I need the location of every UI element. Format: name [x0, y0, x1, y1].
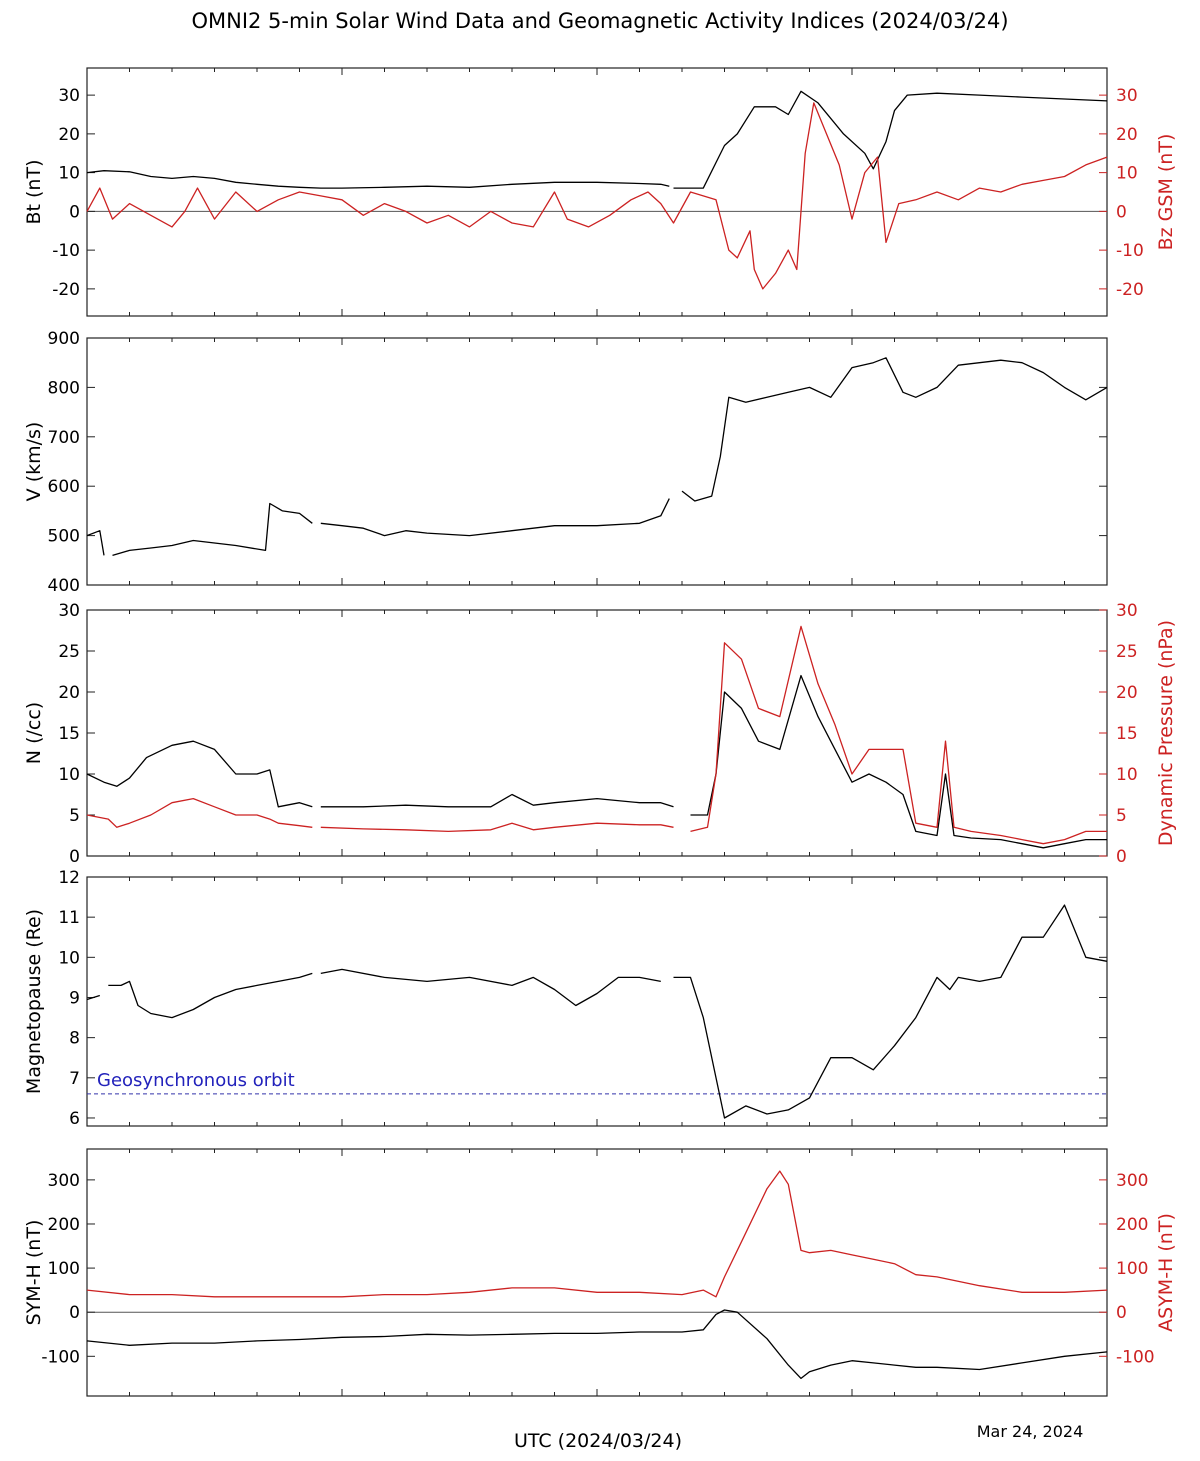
y-tick-label: 6 — [69, 1109, 80, 1129]
y-tick-label-right: 30 — [1116, 601, 1138, 621]
x-axis-label: UTC (2024/03/24) — [514, 1430, 682, 1452]
y-tick-label-right: 10 — [1116, 765, 1138, 785]
date-stamp: Mar 24, 2024 — [977, 1422, 1084, 1441]
y-tick-label-right: 0 — [1116, 202, 1127, 222]
y-axis-label: SYM-H (nT) — [23, 1220, 45, 1326]
y-tick-label: 10 — [58, 164, 80, 184]
y-tick-label: 11 — [58, 908, 80, 928]
y-tick-label: 900 — [48, 329, 80, 349]
y-tick-label: 15 — [58, 724, 80, 744]
plot-frame — [86, 609, 1108, 857]
series-line-right-2 — [86, 1170, 1108, 1298]
y-tick-label: -100 — [41, 1347, 80, 1367]
y-tick-label: 30 — [58, 86, 80, 106]
y-tick-label: 20 — [58, 683, 80, 703]
y-tick-label: 400 — [48, 576, 80, 596]
series-line-right-2 — [86, 102, 1108, 290]
y-tick-label: 12 — [58, 868, 80, 888]
y-tick-label-right: -10 — [1116, 241, 1144, 261]
y-axis-label-right: Dynamic Pressure (nPa) — [1155, 620, 1177, 846]
plot-frame — [86, 337, 1108, 586]
y-tick-label-right: -20 — [1116, 280, 1144, 300]
y-tick-label-right: 30 — [1116, 86, 1138, 106]
y-axis-label: V (km/s) — [23, 422, 45, 502]
panel-5: -100 0 100 200 300 -100 0 100 200 300 SYM-H (nT) AS… — [23, 1148, 1177, 1397]
y-tick-label-right: 25 — [1116, 642, 1138, 662]
panel-3: 0 5 10 15 20 25 30 0 5 10 15 20 25 30 N (/cc) Dynamic P… — [23, 601, 1177, 867]
y-tick-label-right: 300 — [1116, 1171, 1148, 1191]
y-tick-label: -10 — [52, 241, 80, 261]
y-tick-label: 30 — [58, 601, 80, 621]
y-axis-label-right: Bz GSM (nT) — [1155, 134, 1177, 251]
y-tick-label: 0 — [69, 202, 80, 222]
y-tick-label: -20 — [52, 280, 80, 300]
page-title: OMNI2 5-min Solar Wind Data and Geomagne… — [191, 9, 1008, 33]
y-tick-label-right: 5 — [1116, 806, 1127, 826]
series-line-left-1 — [86, 357, 1108, 557]
panel-1: -20 -10 0 10 20 30 -20 -10 0 10 20 30 Bt (nT) Bz GSM … — [23, 67, 1177, 317]
series-line-left-1 — [86, 1309, 1108, 1380]
y-tick-label: 20 — [58, 125, 80, 145]
y-tick-label: 8 — [69, 1029, 80, 1049]
plot-frame — [86, 67, 1108, 317]
y-tick-label: 500 — [48, 527, 80, 547]
y-axis-label-right: ASYM-H (nT) — [1155, 1213, 1177, 1332]
y-axis-label: Bt (nT) — [23, 160, 45, 225]
plot-frame — [86, 1148, 1108, 1397]
y-tick-label-right: 200 — [1116, 1215, 1148, 1235]
y-tick-label-right: 10 — [1116, 164, 1138, 184]
y-tick-label-right: 100 — [1116, 1259, 1148, 1279]
y-tick-label-right: 20 — [1116, 125, 1138, 145]
y-tick-label: 10 — [58, 765, 80, 785]
panel-4: Geosynchronous orbit 6 7 8 9 10 11 12 Magnetopau… — [23, 868, 1108, 1129]
y-tick-label: 600 — [48, 477, 80, 497]
y-tick-label: 9 — [69, 988, 80, 1008]
y-tick-label: 200 — [48, 1215, 80, 1235]
y-tick-label: 10 — [58, 948, 80, 968]
y-tick-label: 800 — [48, 378, 80, 398]
geosync-label: Geosynchronous orbit — [97, 1070, 295, 1091]
y-tick-label: 25 — [58, 642, 80, 662]
y-tick-label: 0 — [69, 847, 80, 867]
y-tick-label: 100 — [48, 1259, 80, 1279]
series-line-right-2 — [86, 625, 1107, 845]
y-tick-label-right: 0 — [1116, 1303, 1127, 1323]
panel-2: 400 500 600 700 800 900 V (km/s) — [23, 329, 1108, 596]
y-tick-label: 700 — [48, 428, 80, 448]
y-tick-label: 5 — [69, 806, 80, 826]
y-tick-label: 300 — [48, 1171, 80, 1191]
y-axis-label: N (/cc) — [23, 702, 45, 764]
series-line-left-1 — [86, 904, 1108, 1119]
series-line-left-1 — [86, 674, 1107, 849]
y-tick-label: 0 — [69, 1303, 80, 1323]
y-axis-label: Magnetopause (Re) — [23, 909, 45, 1094]
y-tick-label-right: 20 — [1116, 683, 1138, 703]
y-tick-label: 7 — [69, 1069, 80, 1089]
y-tick-label-right: 0 — [1116, 847, 1127, 867]
y-tick-label-right: 15 — [1116, 724, 1138, 744]
series-line-left-1 — [86, 90, 1108, 189]
y-tick-label-right: -100 — [1116, 1347, 1155, 1367]
